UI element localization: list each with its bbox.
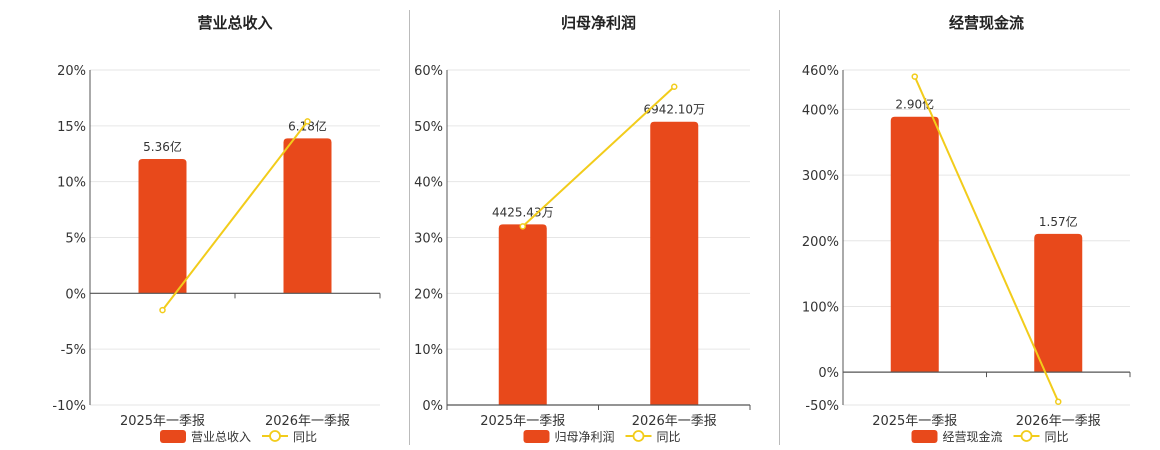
y-tick-label: 20% [57,64,86,79]
y-tick-label: -10% [52,399,86,414]
chart-title: 营业总收入 [197,14,272,32]
yoy-line [913,76,1060,403]
bar-data-label: 6.18亿 [288,118,327,133]
yoy-point [159,306,166,314]
y-tick-label: 10% [57,176,86,191]
y-tick-label: -5% [61,343,86,358]
legend-line-marker [632,430,645,442]
yoy-point [1055,398,1062,405]
y-tick-label: 40% [414,176,443,191]
y-tick-label: 0% [818,366,839,381]
y-tick-label: 300% [802,169,839,184]
y-tick-label: 100% [802,300,839,315]
bar [283,138,332,294]
y-tick-label: 200% [802,235,839,250]
chart-title: 归母净利润 [561,14,636,32]
legend-bar-swatch [523,430,550,443]
x-tick-label: 2025年一季报 [872,414,957,429]
yoy-point [911,73,918,80]
legend-bar-label: 归母净利润 [555,430,615,444]
y-tick-label: 15% [57,120,86,135]
y-tick-label: 50% [414,120,443,135]
y-tick-label: 20% [414,287,443,302]
legend-line-label: 同比 [1045,430,1069,444]
y-tick-label: 5% [65,232,86,247]
yoy-line [161,120,309,311]
y-tick-label: 60% [414,64,443,79]
y-tick-label: 30% [414,232,443,247]
bar [890,116,939,373]
legend-bar-label: 经营现金流 [943,429,1003,444]
y-tick-label: 400% [802,103,839,118]
yoy-line [522,86,675,228]
y-tick-label: 0% [65,287,86,302]
x-tick-label: 2026年一季报 [1016,414,1101,429]
chart-panel-1: 营业总收入 20% 15% 10% 5% 0% -5% -10% 5.36亿 6.18亿 2025年… [52,10,410,445]
bar-data-label: 5.36亿 [143,139,182,154]
y-tick-label: 0% [422,399,443,414]
chart-panel-3: 经营现金流460%400%300%200%100%0%-50%2.90亿1.57… [802,14,1131,444]
chart-title: 经营现金流 [949,14,1024,32]
yoy-point [671,83,678,90]
x-tick-label: 2025年一季报 [480,414,565,429]
legend-bar-label: 营业总收入 [191,430,251,444]
x-tick-label: 2025年一季报 [120,414,205,429]
bar-data-label: 1.57亿 [1039,214,1078,229]
x-tick-label: 2026年一季报 [265,414,350,429]
bar [498,224,547,405]
bar [1034,233,1083,373]
bar [138,158,187,294]
bar-data-label: 4425.43万 [492,205,554,219]
y-tick-label: 10% [414,343,443,358]
legend-line-marker [269,430,281,442]
yoy-point [519,223,526,230]
legend-line-label: 同比 [657,430,681,444]
y-tick-label: 460% [802,64,839,79]
legend-line-marker [1020,430,1033,442]
legend-bar-swatch [160,430,186,443]
bar-data-label: 6942.10万 [643,103,705,117]
chart-panel-2: 归母净利润 60% 50% 40% 30% 20% 10% 0% 4425.43万 6942.10… [414,10,780,445]
y-tick-label: -50% [805,399,839,414]
bar [650,121,699,405]
yoy-point [304,118,311,125]
legend-line-label: 同比 [293,430,317,444]
x-tick-label: 2026年一季报 [632,414,717,429]
legend-bar-swatch [911,430,938,443]
